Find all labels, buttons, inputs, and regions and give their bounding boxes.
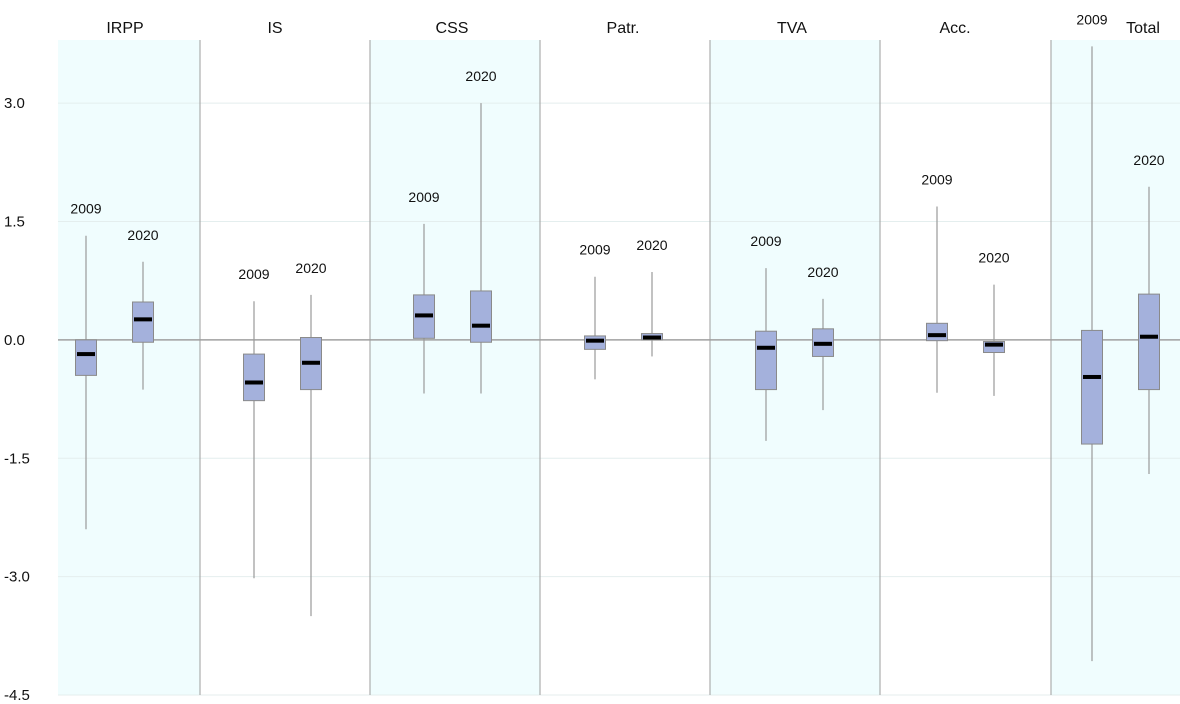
median-marker [757,345,775,350]
category-header: Acc. [939,20,970,37]
y-tick-label: -4.5 [4,687,30,704]
box-year-label: 2020 [807,264,838,280]
panel-shade [1051,40,1180,695]
box [470,290,492,343]
label-layer: 3.0 1.5 0.0 -1.5 -3.0 -4.5 IRPP IS CSS Patr. TVA Ac… [4,11,1165,704]
box-year-label: 2009 [921,172,952,188]
gridline-layer [58,102,1180,696]
y-tick-label: -3.0 [4,569,30,586]
box [243,353,265,402]
y-tick-label: 3.0 [4,95,25,112]
median-marker [472,323,490,328]
box-year-label: 2009 [70,201,101,217]
box-year-label: 2020 [465,68,496,84]
median-marker [1083,374,1101,379]
median-marker [302,360,320,365]
category-header: Patr. [607,20,640,37]
box-year-label: 2020 [127,227,158,243]
box-year-label: 2009 [408,189,439,205]
box [926,322,948,342]
box-layer [75,46,1160,662]
y-tick-label: -1.5 [4,450,30,467]
median-marker [77,352,95,357]
category-header: CSS [436,20,469,37]
box-year-label: 2020 [978,250,1009,266]
median-marker [928,333,946,338]
box-year-label: 2020 [636,237,667,253]
box-year-label: 2009 [750,233,781,249]
box-year-label: 2020 [295,260,326,276]
box [1138,293,1160,391]
category-header: Total [1126,20,1160,37]
box-year-label: 2009 [579,242,610,258]
box [755,330,777,391]
box [1081,329,1103,445]
category-header: IS [267,20,282,37]
panel-shade [710,40,880,695]
box [983,340,1005,354]
median-marker [1140,334,1158,339]
median-marker [415,313,433,318]
category-header: IRPP [106,20,143,37]
category-divider-layer [199,40,1052,695]
box-year-label: 2009 [1076,11,1107,27]
median-marker [814,341,832,346]
box [132,301,154,343]
category-header: TVA [777,20,807,37]
box-year-label: 2009 [238,266,269,282]
median-marker [985,342,1003,347]
median-marker [586,338,604,343]
y-tick-label: 1.5 [4,214,25,231]
box-year-label: 2020 [1133,152,1164,168]
y-tick-label: 0.0 [4,332,25,349]
median-marker [245,380,263,385]
panel-shade [370,40,540,695]
median-marker [643,335,661,340]
box [75,339,97,376]
median-marker [134,317,152,322]
background-layer [58,40,1180,695]
